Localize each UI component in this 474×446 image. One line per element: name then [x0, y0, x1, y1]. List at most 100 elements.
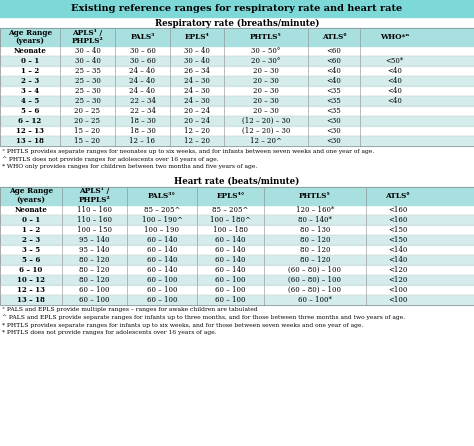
Text: <160: <160: [388, 215, 407, 223]
Text: 60 – 140: 60 – 140: [147, 245, 177, 253]
Text: 5 – 6: 5 – 6: [22, 256, 40, 264]
Text: <60: <60: [327, 47, 341, 55]
Text: 110 – 160: 110 – 160: [77, 215, 112, 223]
Text: PHTLS⁵: PHTLS⁵: [250, 33, 282, 41]
Text: 95 – 140: 95 – 140: [79, 245, 110, 253]
Text: 22 – 34: 22 – 34: [129, 97, 155, 105]
Text: 20 – 24: 20 – 24: [184, 117, 210, 125]
Bar: [0, 116, 474, 126]
Bar: [0, 0, 474, 17]
Bar: [0, 215, 474, 224]
Bar: [0, 76, 474, 86]
Text: 80 – 120: 80 – 120: [300, 256, 330, 264]
Text: 80 – 140*: 80 – 140*: [298, 215, 332, 223]
Text: 5 – 6: 5 – 6: [21, 107, 39, 115]
Text: 60 – 100: 60 – 100: [79, 296, 110, 303]
Text: WHO*ⁿ: WHO*ⁿ: [380, 33, 409, 41]
Text: <140: <140: [388, 245, 407, 253]
Text: <30: <30: [327, 117, 341, 125]
Text: 0 – 1: 0 – 1: [22, 215, 40, 223]
Text: 100 – 150: 100 – 150: [77, 226, 112, 234]
Text: 24 – 30: 24 – 30: [184, 77, 210, 85]
Text: 25 – 35: 25 – 35: [74, 67, 100, 75]
Text: Age Range
(years): Age Range (years): [9, 187, 53, 204]
Text: ^ PALS and EPLS provide separate ranges for infants up to three months, and for : ^ PALS and EPLS provide separate ranges …: [2, 315, 405, 321]
Text: <30: <30: [327, 137, 341, 145]
Text: 60 – 100: 60 – 100: [147, 285, 177, 293]
Text: <150: <150: [388, 235, 407, 244]
Text: <30: <30: [327, 127, 341, 135]
Text: <100: <100: [388, 285, 407, 293]
Text: <40: <40: [387, 97, 402, 105]
Text: <35: <35: [327, 87, 341, 95]
Text: 12 – 13: 12 – 13: [17, 285, 45, 293]
Bar: [0, 235, 474, 244]
Text: <140: <140: [388, 256, 407, 264]
Text: 13 – 18: 13 – 18: [17, 296, 45, 303]
Text: 25 – 30: 25 – 30: [74, 97, 100, 105]
Text: 60 – 100: 60 – 100: [215, 296, 246, 303]
Text: 13 – 18: 13 – 18: [16, 137, 44, 145]
Text: <40: <40: [387, 77, 402, 85]
Text: Respiratory rate (breaths/minute): Respiratory rate (breaths/minute): [155, 18, 319, 28]
Text: 80 – 120: 80 – 120: [79, 276, 110, 284]
Text: ° PALS and EPLS provide multiple ranges – ranges for awake children are tabulate: ° PALS and EPLS provide multiple ranges …: [2, 307, 258, 313]
Text: * WHO only provides ranges for children between two months and five years of age: * WHO only provides ranges for children …: [2, 164, 257, 169]
Text: <60: <60: [327, 57, 341, 65]
Text: <100: <100: [388, 296, 407, 303]
Text: 1 – 2: 1 – 2: [21, 67, 39, 75]
Text: 18 – 30: 18 – 30: [129, 117, 155, 125]
Text: 25 – 30: 25 – 30: [74, 77, 100, 85]
Text: <50*: <50*: [385, 57, 404, 65]
Text: 20 – 30: 20 – 30: [253, 67, 279, 75]
Text: Existing reference ranges for respiratory rate and heart rate: Existing reference ranges for respirator…: [72, 4, 402, 13]
Bar: [0, 274, 474, 285]
Text: PHTLS⁵: PHTLS⁵: [299, 191, 331, 199]
Text: 110 – 160: 110 – 160: [77, 206, 112, 214]
Text: 20 – 25: 20 – 25: [74, 117, 100, 125]
Text: 25 – 30: 25 – 30: [74, 87, 100, 95]
Text: Neonate: Neonate: [14, 47, 46, 55]
Text: (60 – 80) – 100: (60 – 80) – 100: [289, 285, 341, 293]
Text: <35: <35: [327, 107, 341, 115]
Bar: [0, 294, 474, 305]
Text: ATLS⁶: ATLS⁶: [385, 191, 410, 199]
Text: 2 – 3: 2 – 3: [21, 77, 39, 85]
Text: 20 – 25: 20 – 25: [74, 107, 100, 115]
Text: 24 – 30: 24 – 30: [184, 87, 210, 95]
Text: 60 – 100*: 60 – 100*: [298, 296, 332, 303]
Text: 60 – 140: 60 – 140: [147, 256, 177, 264]
Text: 15 – 20: 15 – 20: [74, 137, 100, 145]
Text: 85 – 205^: 85 – 205^: [144, 206, 180, 214]
Text: 4 – 5: 4 – 5: [21, 97, 39, 105]
Text: 20 – 24: 20 – 24: [184, 107, 210, 115]
Text: <120: <120: [388, 276, 407, 284]
Text: 24 – 40: 24 – 40: [129, 87, 155, 95]
Text: 80 – 120: 80 – 120: [300, 245, 330, 253]
Text: PALS³: PALS³: [130, 33, 155, 41]
Text: 12 – 20: 12 – 20: [184, 127, 210, 135]
Text: ATLS⁶: ATLS⁶: [322, 33, 346, 41]
Text: 20 – 30: 20 – 30: [253, 97, 279, 105]
Text: <40: <40: [387, 87, 402, 95]
Text: ° PHTLS provides separate ranges for neonates up to six weeks, and for infants b: ° PHTLS provides separate ranges for neo…: [2, 149, 374, 154]
Text: 10 – 12: 10 – 12: [17, 276, 45, 284]
Text: PALS³°: PALS³°: [148, 191, 176, 199]
Text: Heart rate (beats/minute): Heart rate (beats/minute): [174, 177, 300, 186]
Text: 12 – 20^: 12 – 20^: [250, 137, 282, 145]
Text: 12 – 20: 12 – 20: [184, 137, 210, 145]
Text: <40: <40: [327, 67, 341, 75]
Text: 3 – 5: 3 – 5: [22, 245, 40, 253]
Text: 20 – 30: 20 – 30: [253, 87, 279, 95]
Text: 60 – 100: 60 – 100: [215, 285, 246, 293]
Text: 80 – 120: 80 – 120: [79, 256, 110, 264]
Text: 60 – 140: 60 – 140: [215, 235, 246, 244]
Text: 2 – 3: 2 – 3: [22, 235, 40, 244]
Text: 120 – 160*: 120 – 160*: [296, 206, 334, 214]
Text: APLS¹ /
PHPLS²: APLS¹ / PHPLS²: [79, 187, 110, 204]
Text: 100 – 190: 100 – 190: [145, 226, 180, 234]
Text: 60 – 100: 60 – 100: [147, 276, 177, 284]
Bar: [0, 56, 474, 66]
Text: 100 – 180: 100 – 180: [213, 226, 248, 234]
Text: (60 – 80) – 100: (60 – 80) – 100: [289, 276, 341, 284]
